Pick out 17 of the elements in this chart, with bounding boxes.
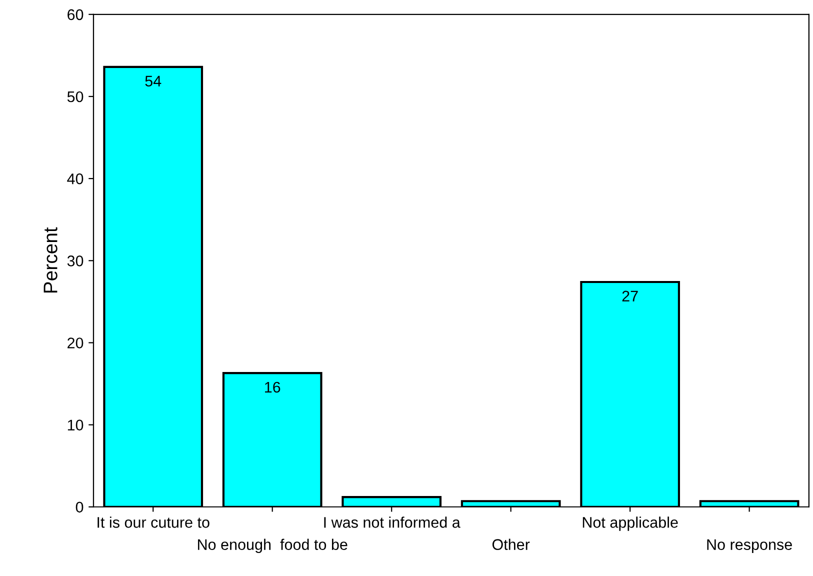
y-tick-label: 50 <box>67 91 84 102</box>
y-tick-label: 10 <box>68 420 84 430</box>
y-tick-label: 30 <box>67 256 84 266</box>
x-tick-label: No response <box>707 539 792 554</box>
y-tick-label: 60 <box>68 9 84 20</box>
y-tick-label: 40 <box>67 173 84 184</box>
data-label: 16 <box>265 382 280 393</box>
x-tick-label: No enough food to be <box>198 538 348 554</box>
x-tick-label: I was not informed a <box>324 516 460 528</box>
x-tick-label: Not applicable <box>582 516 678 531</box>
y-axis-title: Percent <box>44 227 58 293</box>
data-label: 54 <box>145 76 162 86</box>
data-label: 27 <box>622 290 638 302</box>
x-tick-label: It is our cuture to <box>98 516 210 528</box>
y-tick-label: 0 <box>76 502 84 513</box>
y-tick-label: 20 <box>68 338 84 348</box>
x-tick-label: Other <box>492 538 530 550</box>
